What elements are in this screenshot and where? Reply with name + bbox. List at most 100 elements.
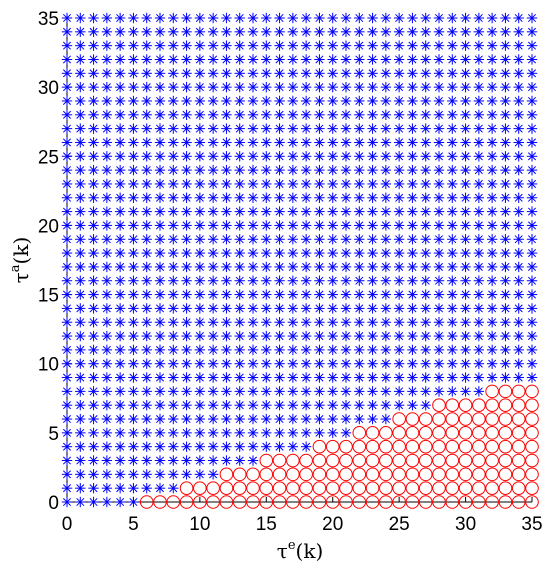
data-point-asterisk: [207, 12, 219, 24]
data-point-asterisk: [500, 123, 511, 134]
data-point-asterisk: [261, 358, 272, 369]
data-point-asterisk: [128, 303, 139, 314]
data-point-asterisk: [314, 413, 325, 425]
data-point-asterisk: [433, 275, 445, 286]
data-point-asterisk: [207, 123, 219, 134]
data-point-asterisk: [154, 95, 166, 107]
data-point-asterisk: [221, 137, 232, 148]
data-point-asterisk: [327, 164, 338, 176]
data-point-asterisk: [128, 123, 139, 134]
data-point-asterisk: [261, 178, 272, 190]
data-point-asterisk: [194, 164, 206, 176]
data-point-asterisk: [500, 151, 511, 162]
data-point-asterisk: [473, 109, 485, 120]
data-point-asterisk: [287, 54, 299, 65]
data-point-asterisk: [194, 95, 206, 107]
data-point-asterisk: [287, 40, 299, 51]
data-point-asterisk: [287, 12, 299, 24]
data-point-asterisk: [354, 151, 365, 162]
data-point-asterisk: [460, 317, 471, 328]
data-point-asterisk: [75, 247, 86, 259]
data-point-asterisk: [274, 192, 285, 203]
data-point-asterisk: [128, 275, 139, 286]
data-point-circle: [445, 426, 460, 440]
data-point-asterisk: [407, 109, 418, 120]
data-point-asterisk: [194, 317, 206, 328]
data-point-asterisk: [274, 358, 285, 369]
data-point-asterisk: [61, 372, 73, 383]
data-point-asterisk: [314, 40, 325, 51]
data-point-asterisk: [221, 12, 232, 24]
data-point-asterisk: [181, 317, 192, 328]
data-point-circle: [485, 398, 499, 413]
data-point-circle: [259, 495, 274, 509]
data-point-asterisk: [354, 12, 365, 24]
data-point-asterisk: [247, 192, 259, 203]
data-point-asterisk: [221, 330, 232, 342]
data-point-asterisk: [513, 123, 524, 134]
data-point-asterisk: [141, 400, 152, 411]
data-point-circle: [472, 495, 486, 509]
data-point-asterisk: [168, 95, 179, 107]
data-point-asterisk: [207, 330, 219, 342]
data-point-asterisk: [354, 68, 365, 79]
data-point-asterisk: [247, 275, 259, 286]
data-point-asterisk: [114, 413, 126, 425]
data-point-asterisk: [141, 206, 152, 217]
data-point-asterisk: [287, 386, 299, 397]
data-point-asterisk: [207, 164, 219, 176]
data-point-asterisk: [128, 81, 139, 93]
data-point-circle: [286, 453, 300, 468]
data-point-asterisk: [447, 12, 458, 24]
data-point-asterisk: [433, 81, 445, 93]
data-point-asterisk: [340, 164, 352, 176]
data-point-asterisk: [314, 164, 325, 176]
data-point-asterisk: [61, 109, 73, 120]
data-point-circle: [206, 481, 220, 495]
data-point-circle: [299, 467, 313, 482]
data-point-asterisk: [114, 496, 126, 508]
data-point-circle: [458, 426, 473, 440]
data-point-asterisk: [486, 358, 498, 369]
data-point-asterisk: [261, 68, 272, 79]
data-point-asterisk: [88, 12, 99, 24]
data-point-asterisk: [287, 441, 299, 452]
data-point-asterisk: [141, 192, 152, 203]
data-point-asterisk: [247, 317, 259, 328]
data-point-asterisk: [420, 372, 431, 383]
data-point-asterisk: [513, 358, 524, 369]
data-point-circle: [339, 467, 353, 482]
data-point-asterisk: [420, 386, 431, 397]
data-point-asterisk: [114, 234, 126, 245]
data-point-asterisk: [247, 178, 259, 190]
data-point-asterisk: [114, 455, 126, 466]
data-point-asterisk: [114, 151, 126, 162]
data-point-circle: [525, 384, 539, 399]
data-point-asterisk: [407, 164, 418, 176]
data-point-asterisk: [154, 344, 166, 356]
data-point-asterisk: [420, 68, 431, 79]
data-point-asterisk: [486, 372, 498, 383]
data-point-asterisk: [221, 372, 232, 383]
data-point-asterisk: [114, 344, 126, 356]
data-point-asterisk: [526, 275, 538, 286]
data-point-asterisk: [128, 469, 139, 480]
data-point-circle: [232, 481, 247, 495]
data-point-asterisk: [407, 206, 418, 217]
data-point-asterisk: [447, 137, 458, 148]
data-point-asterisk: [261, 81, 272, 93]
data-point-circle: [299, 453, 313, 468]
data-point-asterisk: [194, 372, 206, 383]
data-point-asterisk: [168, 400, 179, 411]
data-point-asterisk: [486, 109, 498, 120]
data-point-asterisk: [247, 234, 259, 245]
data-point-asterisk: [128, 455, 139, 466]
data-point-asterisk: [473, 275, 485, 286]
data-point-asterisk: [75, 206, 86, 217]
data-point-asterisk: [101, 206, 113, 217]
data-point-circle: [232, 467, 247, 482]
data-point-asterisk: [128, 344, 139, 356]
x-tick-label: 10: [189, 514, 210, 535]
data-point-asterisk: [433, 40, 445, 51]
data-point-asterisk: [61, 400, 73, 411]
